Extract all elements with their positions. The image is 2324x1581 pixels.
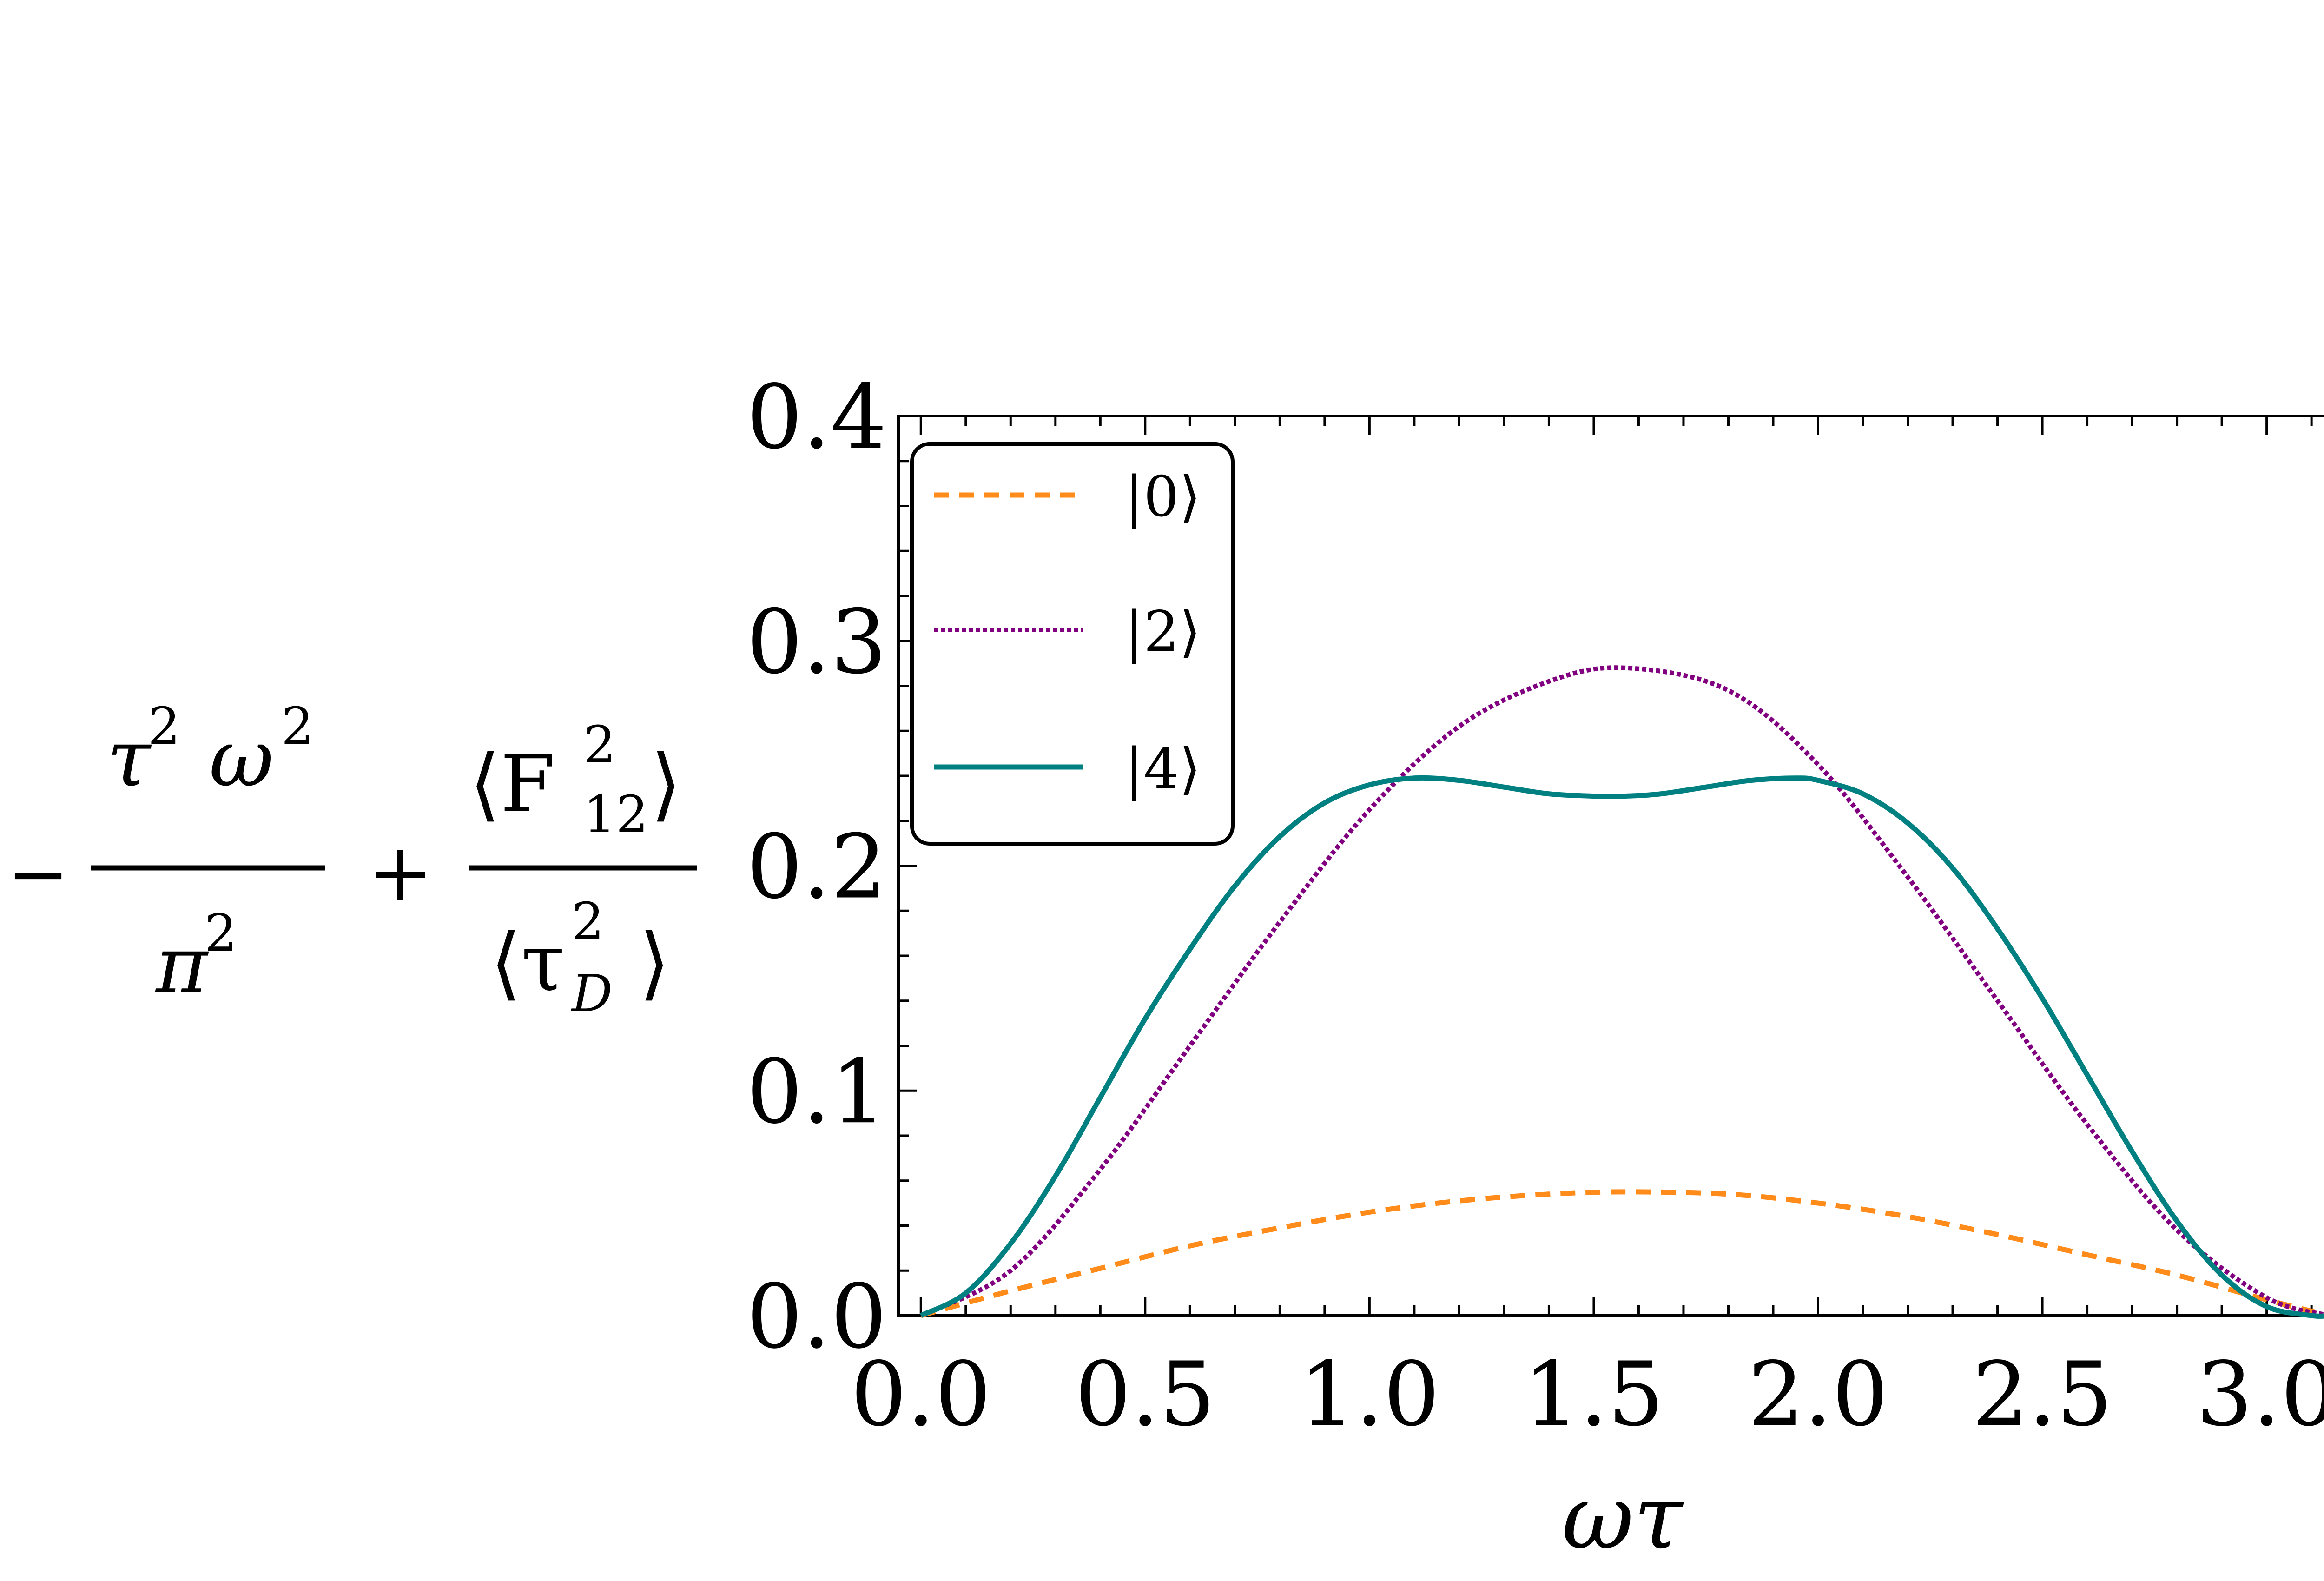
legend-label-state-4: |4⟩ <box>1125 737 1201 801</box>
x-tick-label: 0.5 <box>1075 1343 1215 1446</box>
y-tick-label: 0.2 <box>746 816 887 919</box>
ylabel-frac1-num-sq-1: 2 <box>148 696 180 756</box>
ylabel-frac2-den-open: ⟨τ <box>490 917 565 1009</box>
legend-label-state-0: |0⟩ <box>1125 465 1201 529</box>
y-tick-label: 0.1 <box>746 1040 887 1143</box>
y-axis-label: − τ 2 ω 2 π 2 + ⟨F 2 12 ⟩ ⟨τ 2 D ⟩ <box>7 696 697 1023</box>
ylabel-plus: + <box>367 827 433 919</box>
ylabel-frac2-num-close: ⟩ <box>651 738 681 830</box>
ylabel-frac2-den-close: ⟩ <box>639 917 670 1009</box>
y-tick-label: 0.3 <box>746 591 887 694</box>
ylabel-frac1-num-omega: ω <box>209 713 274 805</box>
ylabel-frac2-num-sq: 2 <box>583 715 616 774</box>
plot-series <box>919 665 2324 1319</box>
axes: 0.0 0.5 1.0 1.5 2.0 2.5 3.0 0.0 0.1 0.2 0.3 0.4 <box>746 366 2324 1446</box>
x-tick-label: 2.0 <box>1748 1343 1888 1446</box>
ylabel-frac2-den-sq: 2 <box>572 892 604 951</box>
ylabel-frac2-num-open: ⟨F <box>469 738 555 830</box>
ylabel-frac1-den-sq: 2 <box>205 903 237 963</box>
y-tick-label: 0.0 <box>746 1265 887 1368</box>
x-tick-label: 0.0 <box>851 1343 991 1446</box>
y-tick-label: 0.4 <box>746 366 887 469</box>
legend-box <box>910 442 1235 846</box>
x-tick-label: 1.5 <box>1524 1343 1664 1446</box>
ylabel-frac1-den-pi: π <box>155 919 209 1012</box>
series-state-4-line <box>919 775 2324 1319</box>
x-axis-label: ωτ <box>1562 1466 1684 1569</box>
x-tick-label: 1.0 <box>1299 1343 1439 1446</box>
x-tick-label: 3.0 <box>2197 1343 2324 1446</box>
ylabel-frac2-num-sub: 12 <box>583 785 648 844</box>
series-state-2-line <box>920 665 2324 1318</box>
legend: |0⟩ |2⟩ |4⟩ <box>910 442 1235 846</box>
ylabel-frac2-den-sub: D <box>571 964 613 1023</box>
legend-label-state-2: |2⟩ <box>1125 600 1201 664</box>
x-tick-label: 2.5 <box>1972 1343 2113 1446</box>
ylabel-frac1-num-sq-2: 2 <box>281 696 314 756</box>
ylabel-minus: − <box>7 830 69 917</box>
series-state-0-line <box>920 1189 2324 1318</box>
ylabel-frac1-num-tau: τ <box>107 713 152 805</box>
